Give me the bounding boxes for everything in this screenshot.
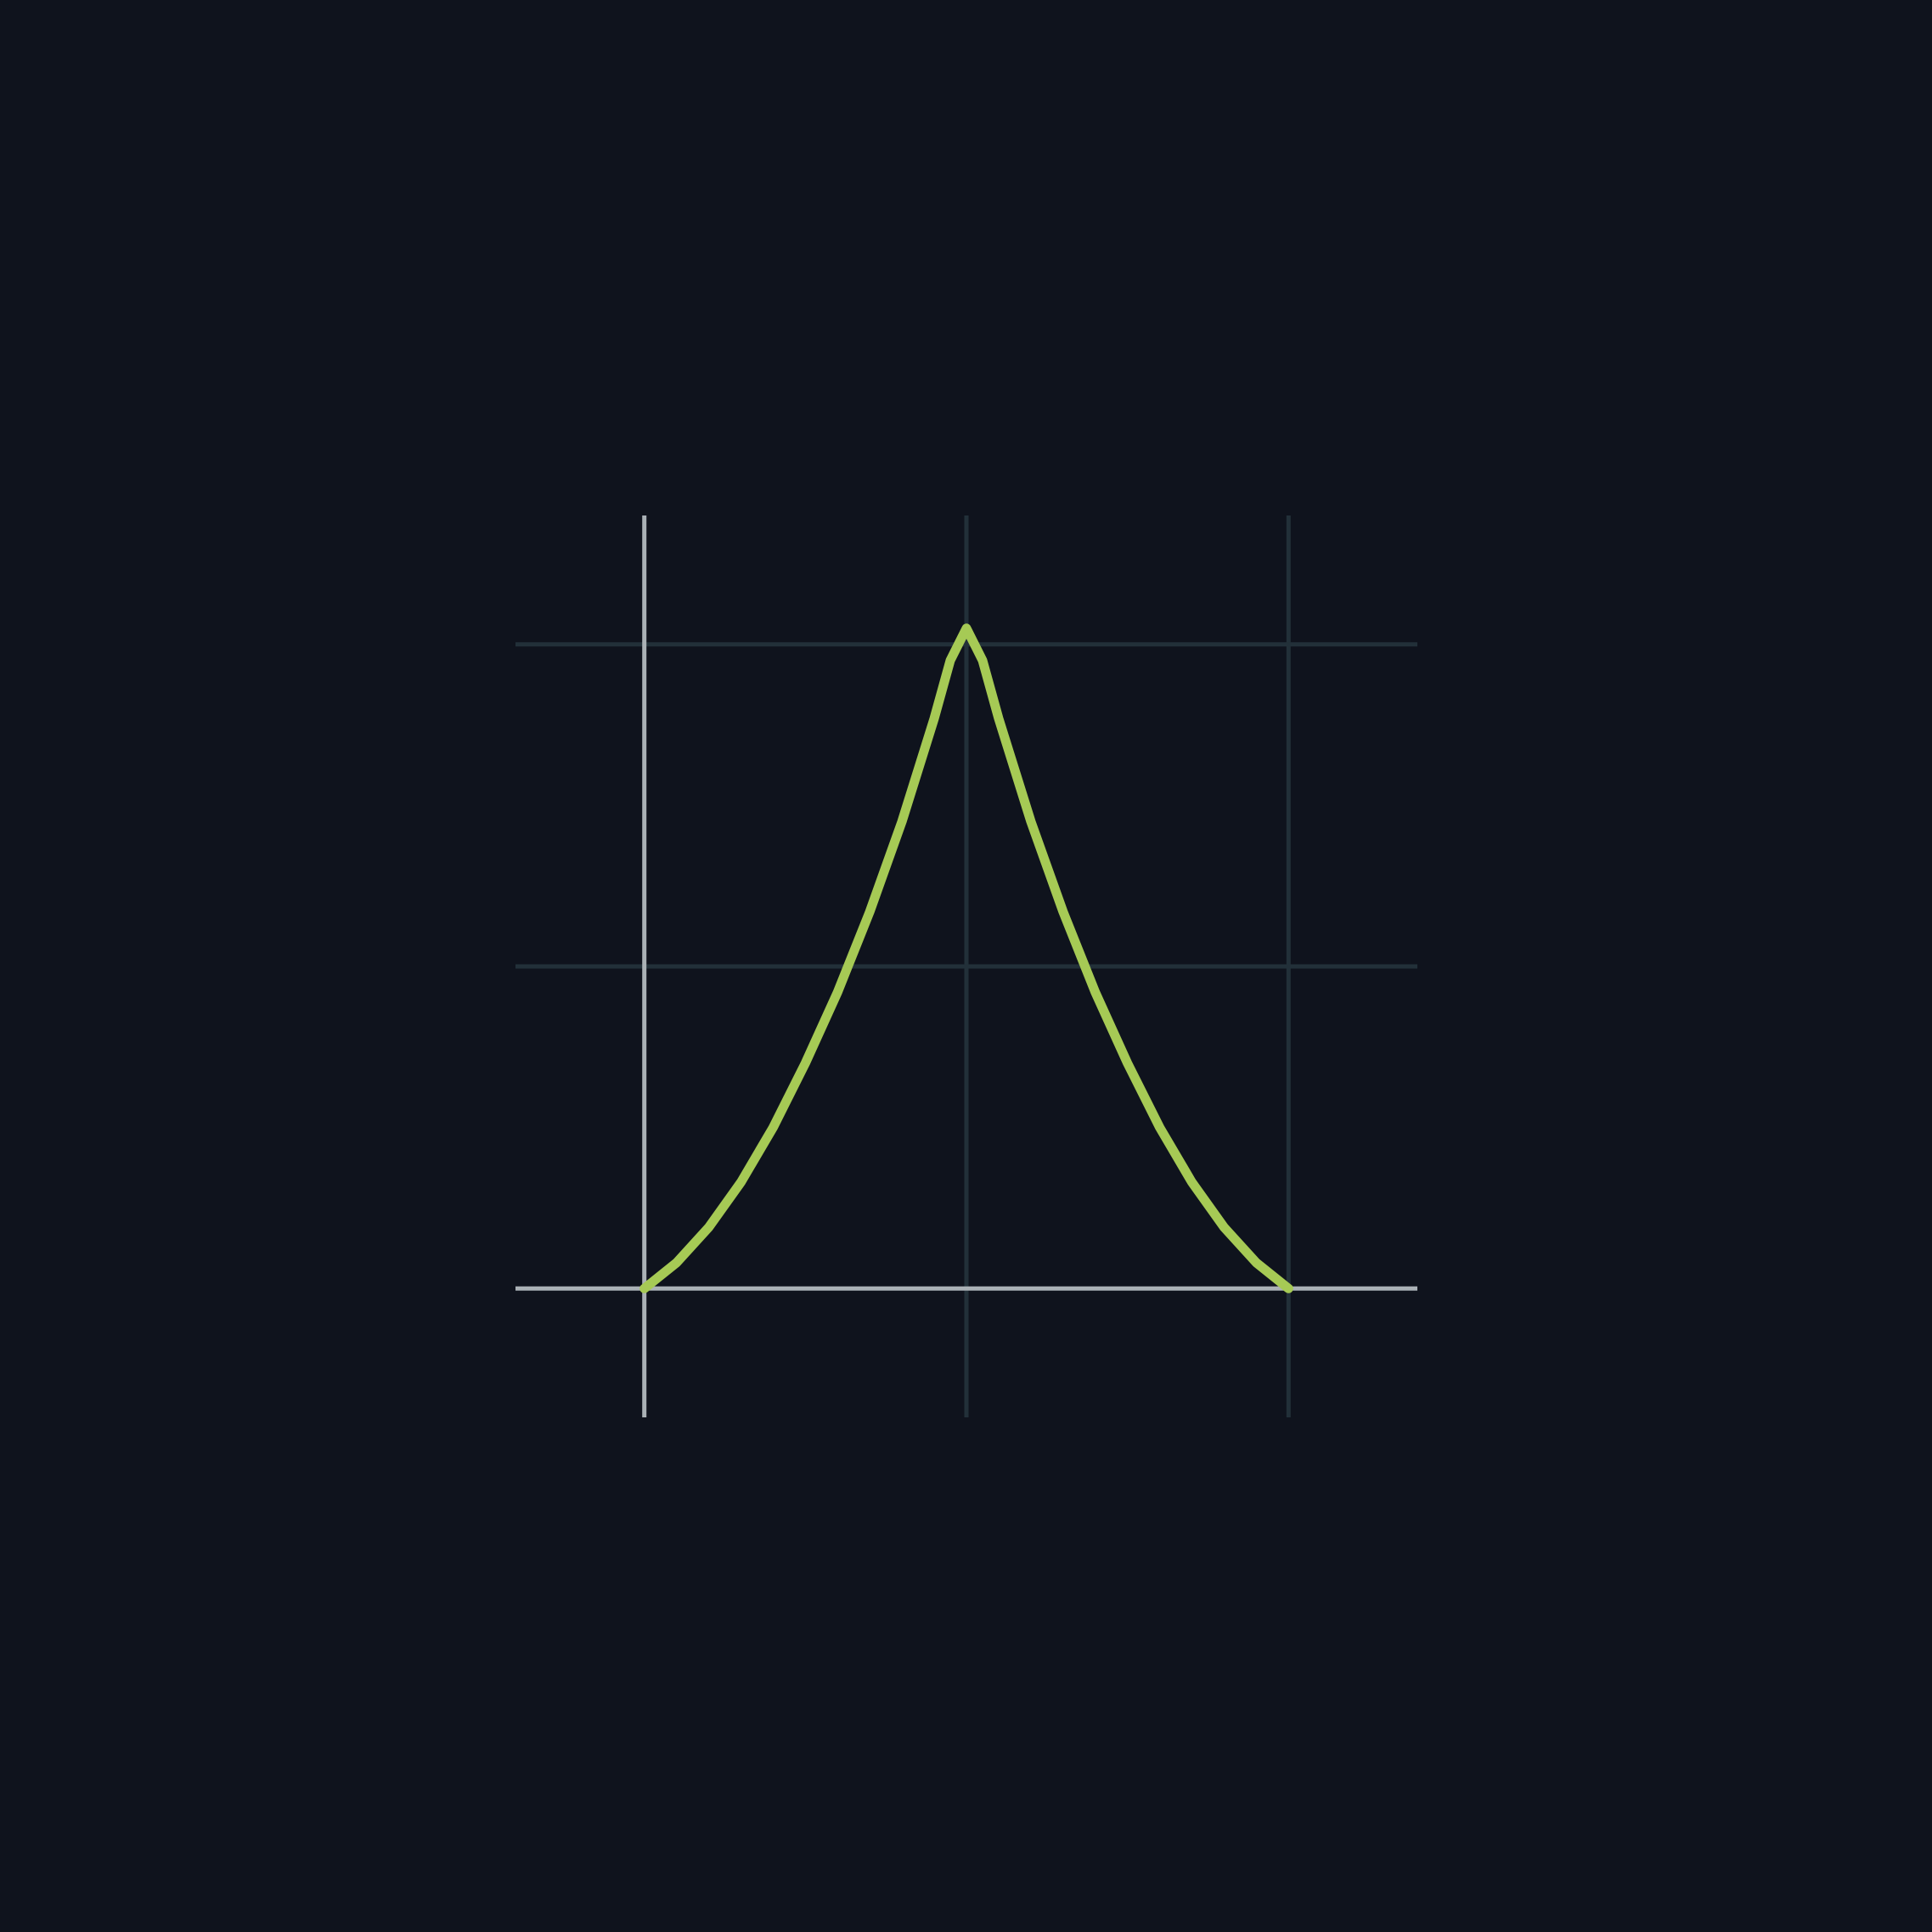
series-line-0 [639, 623, 1293, 1293]
grid-lines [515, 515, 1417, 1417]
series-layer [639, 623, 1293, 1293]
axes [515, 515, 1417, 1417]
